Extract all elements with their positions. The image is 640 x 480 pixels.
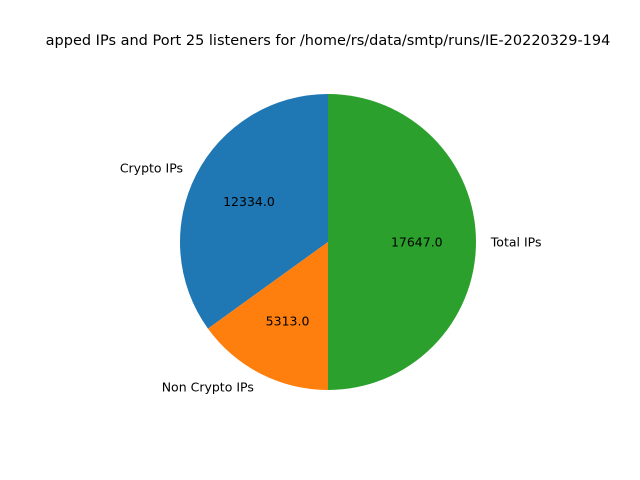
slice-value-label: 17647.0 [391,235,443,250]
slice-value-label: 12334.0 [223,194,275,209]
slice-label: Non Crypto IPs [162,379,254,394]
pie-slice-total-ips [328,94,476,390]
pie-slices [179,94,476,390]
slice-label: Total IPs [490,235,542,250]
pie-labels: Crypto IPs 12334.0 Non Crypto IPs 5313.0 Tot… [120,160,542,394]
slice-value-label: 5313.0 [266,314,310,329]
slice-label: Crypto IPs [120,160,183,175]
chart-title: apped IPs and Port 25 listeners for /hom… [45,33,611,49]
pie-slice-crypto-ips [179,94,328,329]
pie-slice-non-crypto-ips [207,242,328,390]
